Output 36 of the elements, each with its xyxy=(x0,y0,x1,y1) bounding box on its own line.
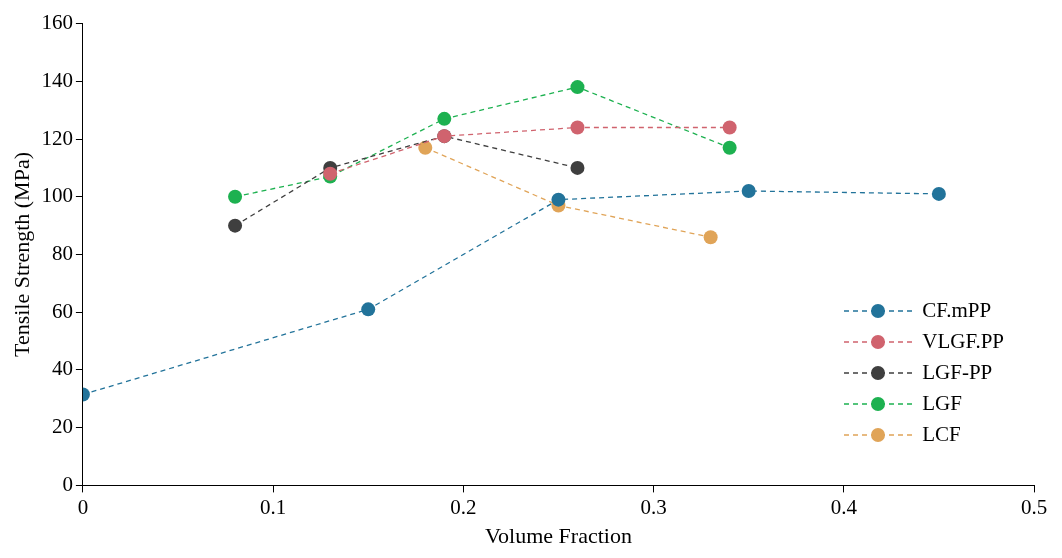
legend-label: LGF xyxy=(922,391,962,416)
point xyxy=(570,120,585,135)
point xyxy=(931,186,946,201)
x-axis-title: Volume Fraction xyxy=(485,522,632,548)
point xyxy=(361,302,376,317)
x-tick-label: 0.2 xyxy=(450,494,477,519)
y-tick-label: 100 xyxy=(41,183,73,208)
x-tick-label: 0.4 xyxy=(830,494,858,519)
point xyxy=(741,184,756,198)
x-tick-label: 0 xyxy=(77,494,89,519)
legend-label: LGF-PP xyxy=(922,360,993,385)
point xyxy=(703,230,718,245)
legend-label: CF.mPP xyxy=(922,298,992,323)
x-tick-label: 0.5 xyxy=(1020,494,1048,519)
y-tick-label: 140 xyxy=(41,67,73,92)
y-tick-label: 120 xyxy=(41,125,73,150)
legend-label: LCF xyxy=(922,422,961,447)
point xyxy=(437,111,452,126)
point xyxy=(551,192,566,207)
point xyxy=(722,120,737,135)
point xyxy=(418,140,433,155)
y-tick-label: 40 xyxy=(51,356,73,381)
y-tick-label: 20 xyxy=(51,414,73,439)
x-tick-label: 0.1 xyxy=(259,494,287,519)
point xyxy=(722,140,737,155)
point xyxy=(570,80,585,95)
y-tick-label: 160 xyxy=(41,10,73,35)
point xyxy=(228,189,243,204)
y-tick-label: 80 xyxy=(51,241,73,266)
y-tick-label: 0 xyxy=(62,471,73,496)
x-tick-label: 0.3 xyxy=(640,494,667,519)
point xyxy=(570,160,585,175)
legend-label: VLGF.PP xyxy=(922,329,1004,354)
y-axis-title: Tensile Strength (MPa) xyxy=(8,152,34,357)
y-tick-label: 60 xyxy=(51,298,73,323)
point xyxy=(228,218,243,233)
